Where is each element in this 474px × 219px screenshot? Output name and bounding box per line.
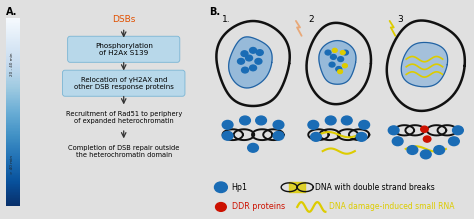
Circle shape [388, 126, 399, 135]
Circle shape [341, 116, 352, 125]
Circle shape [256, 50, 263, 55]
Text: DNA with double strand breaks: DNA with double strand breaks [315, 183, 434, 192]
Circle shape [330, 55, 337, 59]
FancyBboxPatch shape [63, 70, 185, 96]
Circle shape [240, 116, 250, 125]
Circle shape [273, 131, 284, 140]
Circle shape [329, 62, 335, 67]
FancyBboxPatch shape [68, 36, 180, 62]
Circle shape [273, 120, 284, 129]
Circle shape [222, 120, 233, 129]
Circle shape [246, 55, 253, 61]
Circle shape [359, 120, 370, 129]
Text: 3: 3 [398, 15, 403, 24]
Circle shape [423, 136, 431, 142]
Circle shape [343, 50, 348, 55]
Circle shape [310, 132, 321, 141]
Circle shape [343, 64, 347, 68]
Text: B.: B. [209, 7, 220, 17]
Circle shape [421, 126, 428, 132]
Circle shape [256, 116, 266, 125]
Circle shape [356, 132, 367, 141]
Circle shape [250, 48, 256, 53]
Circle shape [215, 182, 228, 193]
Circle shape [337, 57, 344, 62]
Circle shape [407, 146, 418, 154]
Circle shape [241, 51, 248, 57]
Text: DNA damage-induced small RNA: DNA damage-induced small RNA [329, 202, 455, 212]
Circle shape [250, 65, 256, 71]
Text: DDR proteins: DDR proteins [232, 202, 285, 212]
Text: DSBs: DSBs [112, 15, 136, 24]
Circle shape [340, 51, 345, 55]
Polygon shape [228, 37, 272, 88]
Text: Completion of DSB repair outside
the heterochromatin domain: Completion of DSB repair outside the het… [68, 145, 179, 158]
Circle shape [325, 116, 336, 125]
Text: > 40 min: > 40 min [10, 155, 14, 174]
Text: A.: A. [6, 7, 18, 17]
Circle shape [237, 58, 245, 64]
Text: Phosphorylation
of H2Ax S139: Phosphorylation of H2Ax S139 [95, 43, 153, 56]
Circle shape [434, 146, 445, 154]
Text: 20 - 40 min: 20 - 40 min [10, 53, 14, 76]
Polygon shape [401, 42, 447, 87]
Circle shape [222, 131, 233, 140]
Circle shape [332, 48, 337, 52]
Text: Hp1: Hp1 [232, 183, 247, 192]
Circle shape [325, 50, 331, 55]
Circle shape [308, 120, 319, 129]
Circle shape [448, 137, 459, 146]
Circle shape [453, 126, 463, 135]
Text: 1.: 1. [222, 15, 231, 24]
Circle shape [216, 203, 226, 211]
Circle shape [336, 67, 342, 71]
Circle shape [420, 150, 431, 159]
Text: 2: 2 [309, 15, 314, 24]
Circle shape [255, 58, 262, 64]
Circle shape [242, 67, 248, 73]
Circle shape [337, 70, 343, 74]
Circle shape [248, 143, 258, 152]
Polygon shape [319, 41, 356, 84]
Text: Recruitment of Rad51 to periphery
of expanded heterochromatin: Recruitment of Rad51 to periphery of exp… [65, 111, 182, 124]
Circle shape [392, 137, 403, 146]
Text: Relocation of γH2AX and
other DSB response proteins: Relocation of γH2AX and other DSB respon… [74, 77, 173, 90]
